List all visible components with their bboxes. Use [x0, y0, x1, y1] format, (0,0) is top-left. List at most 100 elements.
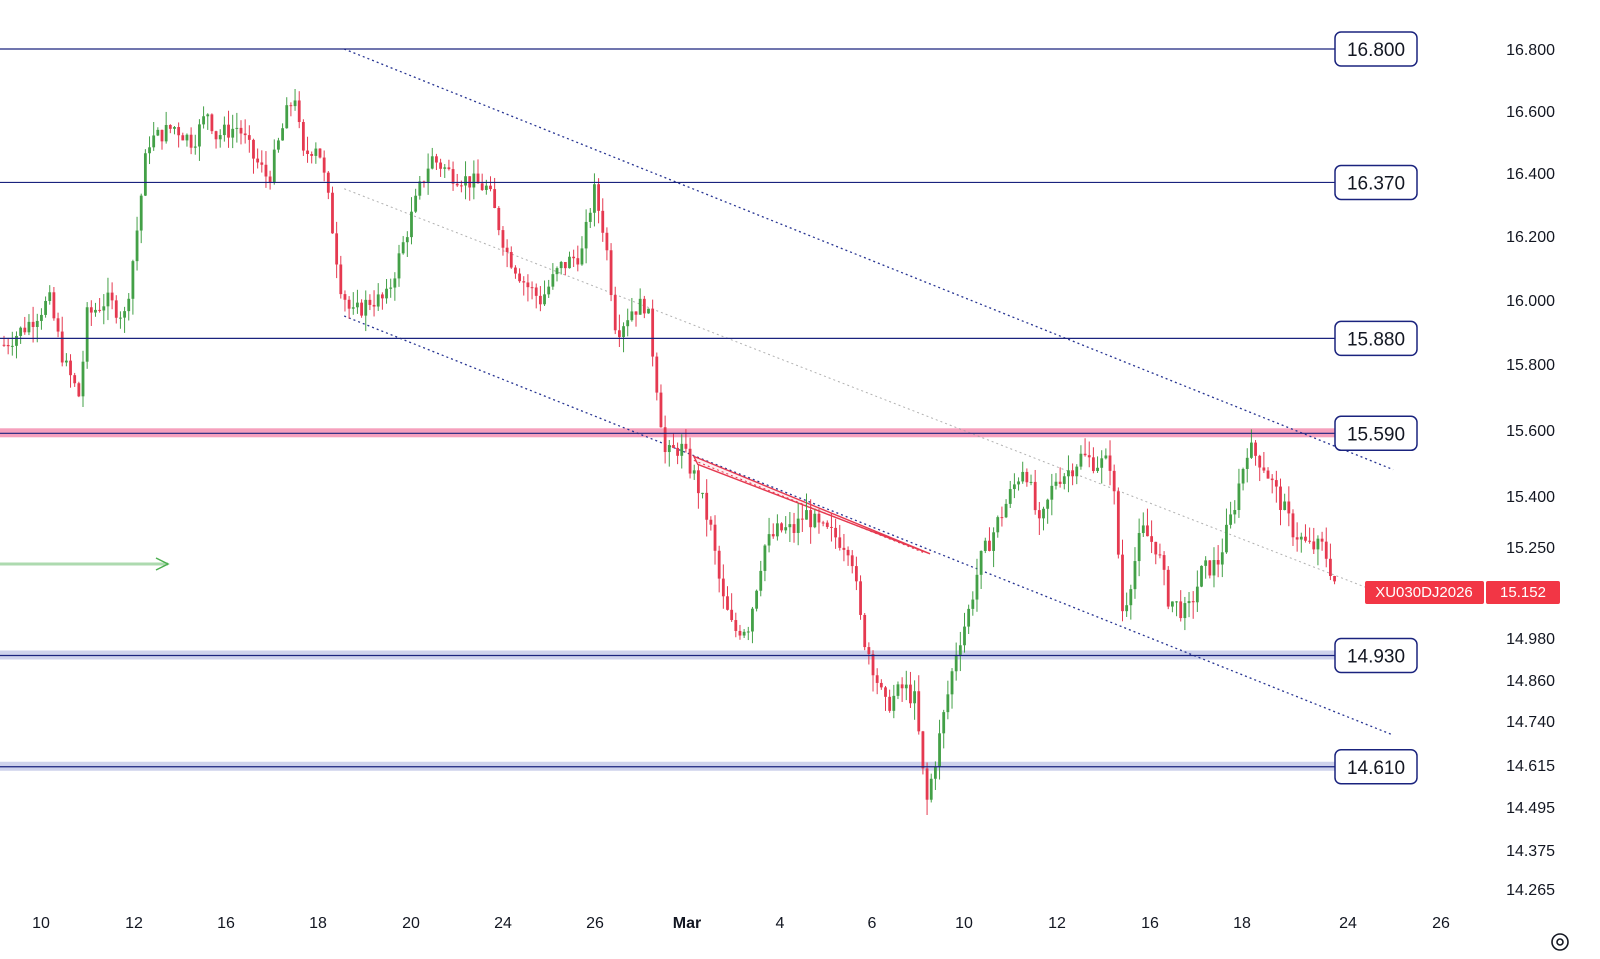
candle-body [202, 116, 205, 125]
candle-body [189, 134, 193, 148]
candle-body [493, 189, 497, 208]
candle-body [593, 184, 596, 213]
candle-body [439, 162, 442, 169]
y-tick-label: 15.250 [1506, 540, 1555, 557]
candle-body [243, 133, 247, 136]
candle-body [1000, 517, 1004, 519]
candle-body [1062, 476, 1066, 484]
x-tick-label: 16 [217, 915, 235, 932]
candle-body [734, 620, 738, 631]
candle-body [347, 299, 351, 309]
x-tick-label: 24 [494, 915, 512, 932]
candle-body [1258, 455, 1262, 468]
y-tick-label: 16.600 [1506, 104, 1555, 121]
candle-body [634, 311, 638, 315]
candle-body [1017, 481, 1020, 485]
x-axis: 10 12 16 18 20 24 26 Mar 4 6 10 12 16 18 24 26 [32, 915, 1450, 932]
candle-body [472, 173, 476, 188]
candle-body [983, 540, 987, 551]
candle-body [1154, 541, 1158, 555]
candle-body [892, 695, 896, 711]
level-label-box-4 [1334, 637, 1418, 674]
candle-body [181, 135, 185, 141]
candle-body [451, 169, 455, 184]
candle-body [139, 195, 143, 231]
candle-body [177, 127, 181, 136]
candle-body [31, 321, 35, 327]
candle-body [168, 124, 172, 129]
candle-body [721, 578, 725, 597]
candle-body [1075, 466, 1079, 477]
candle-body [35, 320, 39, 327]
candle-body [156, 129, 160, 136]
candle-body [1312, 541, 1316, 550]
candle-body [509, 252, 513, 268]
candle-body [746, 631, 750, 633]
settings-gear-icon[interactable] [1551, 933, 1569, 951]
gear-hub [1556, 938, 1564, 946]
channel-line-1 [344, 188, 1394, 599]
candle-body [289, 105, 293, 107]
candle-body [809, 510, 813, 528]
candle-body [588, 212, 592, 222]
candle-body [975, 574, 979, 600]
symbol-label: XU030DJ2026 [1375, 584, 1473, 601]
trendlines [0, 48, 1394, 736]
level-label-box-2 [1334, 320, 1418, 357]
candle-body [1291, 513, 1295, 538]
candle-body [688, 448, 692, 474]
candle-body [218, 135, 222, 140]
y-axis: 16.800 16.600 16.400 16.200 16.000 15.800 15.6… [1506, 42, 1555, 899]
candle-body [310, 154, 314, 156]
candle-body [401, 242, 405, 254]
candle-body [738, 630, 742, 636]
x-tick-label: 12 [1048, 915, 1066, 932]
candle-body [875, 675, 879, 683]
price-tag-bg [1486, 581, 1560, 604]
candle-body [193, 146, 197, 148]
candle-body [489, 185, 492, 190]
candle-body [1050, 485, 1054, 500]
candle-body [742, 631, 746, 636]
candle-body [119, 317, 122, 319]
candle-body [1008, 489, 1012, 504]
y-tick-label: 15.400 [1506, 489, 1555, 506]
candle-body [859, 581, 862, 615]
candle-body [227, 124, 230, 138]
candle-body [613, 295, 617, 331]
candle-body [306, 150, 309, 155]
candle-body [1046, 499, 1050, 509]
candle-body [559, 261, 563, 269]
candle-body [767, 534, 771, 546]
candle-body [206, 114, 210, 117]
candle-body [1245, 457, 1249, 469]
candle-body [1087, 455, 1091, 458]
candle-body [1121, 554, 1124, 612]
candle-body [85, 307, 89, 362]
last-price-value: 15.152 [1500, 584, 1546, 601]
candle-body [755, 590, 758, 609]
candle-body [476, 173, 480, 184]
arrow-head [155, 557, 170, 571]
candle-body [672, 445, 675, 448]
candle-body [1204, 560, 1208, 566]
candle-body [676, 447, 679, 456]
candle-body [684, 443, 688, 449]
candle-body [430, 156, 434, 169]
candle-body [904, 684, 908, 689]
y-tick-label: 15.800 [1506, 357, 1555, 374]
candle-body [663, 427, 667, 453]
x-tick-label: 10 [32, 915, 50, 932]
candle-body [1037, 510, 1041, 519]
candle-body [2, 344, 6, 346]
candle-body [77, 383, 81, 397]
candle-body [992, 532, 996, 551]
candle-body [260, 162, 264, 165]
candle-body [805, 510, 808, 520]
candle-body [89, 307, 93, 313]
candle-body [1004, 503, 1008, 518]
candle-body [343, 294, 347, 300]
candle-body [1183, 603, 1187, 619]
y-tick-label: 16.200 [1506, 229, 1555, 246]
